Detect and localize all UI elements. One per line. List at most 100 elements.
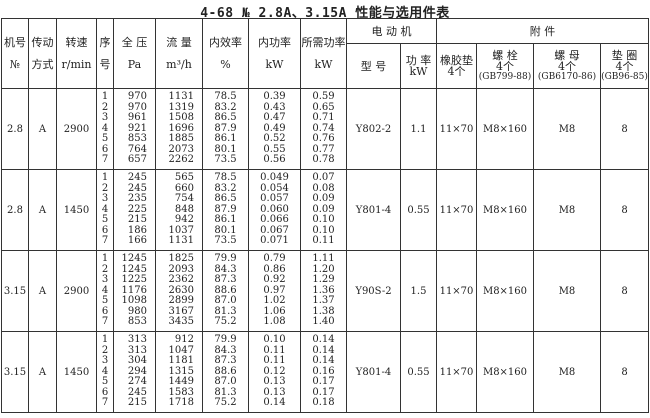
cell-pressure: 245 245 235 225 215 186 166 [113,169,156,251]
value-seq: 2 [101,101,109,113]
value-required-power: 1.29 [312,274,335,286]
cell-motor-power: 1.5 [400,250,437,332]
cell-pressure: 1245 1245 1225 1176 1098 980 853 [113,250,156,332]
table-row: 3.15 A 1450 1 2 3 4 5 6 7 313 313 304 294 274 245 215 912… [1,331,649,413]
cell-nut: M8 [533,331,601,413]
value-pressure: 970 [127,101,147,113]
cell-efficiency: 78.5 83.2 86.5 87.9 86.1 80.1 73.5 [202,88,249,170]
value-efficiency: 83.2 [214,182,237,194]
value-seq: 7 [101,397,109,409]
cell-machine-no: 3.15 [1,250,29,332]
value-seq: 6 [101,224,109,236]
cell-flow: 1131 1319 1508 1696 1885 2073 2262 [155,88,203,170]
value-flow: 2362 [168,274,194,286]
value-pressure: 853 [127,316,147,328]
value-required-power: 0.07 [312,171,335,183]
value-efficiency: 87.3 [214,355,237,367]
table-row: 2.8 A 2900 1 2 3 4 5 6 7 970 970 961 921 853 764 657 1131… [1,88,649,170]
value-required-power: 0.76 [312,133,335,145]
value-flow: 912 [174,333,194,345]
value-efficiency: 87.3 [214,274,237,286]
value-pressure: 304 [127,355,147,367]
cell-washer: 8 [600,331,649,413]
performance-table: 机号 № 传动 方式 转速 r/min 序号 全 压 Pa 流 量 m³/h 内效率% 内… [1,18,649,413]
cell-drive: A [28,88,57,170]
header-rubber-pad: 橡胶垫 4个 [436,43,477,89]
value-required-power: 0.09 [312,203,335,215]
cell-bolt: M8×160 [476,250,534,332]
value-pressure: 1245 [121,252,147,264]
value-flow: 3435 [168,316,194,328]
value-seq: 2 [101,182,109,194]
value-pressure: 853 [127,133,147,145]
value-seq: 2 [101,263,109,275]
value-flow: 1449 [168,376,194,388]
cell-washer: 8 [600,88,649,170]
value-seq: 2 [101,344,109,356]
cell-internal-power: 0.79 0.86 0.92 0.97 1.02 1.06 1.08 [248,250,301,332]
cell-drive: A [28,250,57,332]
value-internal-power: 0.47 [263,112,286,124]
value-seq: 1 [101,333,109,345]
cell-washer: 8 [600,250,649,332]
value-seq: 4 [101,365,109,377]
value-required-power: 0.59 [312,90,335,102]
value-seq: 6 [101,386,109,398]
cell-washer: 8 [600,169,649,251]
cell-rubber-pad: 11×70 [436,88,477,170]
value-internal-power: 0.067 [260,224,289,236]
value-internal-power: 0.049 [260,171,289,183]
value-flow: 1181 [168,355,194,367]
value-internal-power: 0.13 [263,386,286,398]
value-required-power: 0.65 [312,101,335,113]
value-required-power: 1.37 [312,295,335,307]
value-internal-power: 0.56 [263,154,286,166]
value-flow: 1583 [168,386,194,398]
value-internal-power: 0.11 [263,355,286,367]
value-required-power: 0.71 [312,112,335,124]
value-required-power: 0.17 [312,376,335,388]
cell-required-power: 1.11 1.20 1.29 1.36 1.37 1.38 1.40 [300,250,347,332]
value-pressure: 921 [127,122,147,134]
value-seq: 4 [101,122,109,134]
value-efficiency: 75.2 [214,397,237,409]
value-seq: 4 [101,284,109,296]
cell-efficiency: 79.9 84.3 87.3 88.6 87.0 81.3 75.2 [202,250,249,332]
value-internal-power: 0.13 [263,376,286,388]
value-required-power: 0.09 [312,193,335,205]
value-efficiency: 86.1 [214,214,237,226]
value-seq: 4 [101,203,109,215]
table-title: 4-68 № 2.8A、3.15A 性能与选用件表 [200,6,450,21]
value-flow: 1696 [168,122,194,134]
cell-required-power: 0.14 0.14 0.14 0.16 0.17 0.17 0.18 [300,331,347,413]
value-flow: 1508 [168,112,194,124]
value-required-power: 1.40 [312,316,335,328]
value-internal-power: 0.14 [263,397,286,409]
cell-nut: M8 [533,88,601,170]
value-seq: 5 [101,376,109,388]
header-pressure: 全 压 Pa [113,18,156,89]
value-internal-power: 0.057 [260,193,289,205]
header-nut: 螺 母 4个 (GB6170-86) [533,43,601,89]
value-seq: 1 [101,252,109,264]
value-required-power: 0.11 [312,235,335,247]
value-pressure: 294 [127,365,147,377]
cell-rubber-pad: 11×70 [436,250,477,332]
value-required-power: 1.36 [312,284,335,296]
value-pressure: 1225 [121,274,147,286]
value-seq: 5 [101,133,109,145]
cell-flow: 1825 2093 2362 2630 2899 3167 3435 [155,250,203,332]
cell-bolt: M8×160 [476,331,534,413]
cell-machine-no: 2.8 [1,169,29,251]
value-required-power: 0.08 [312,182,335,194]
value-seq: 3 [101,112,109,124]
value-efficiency: 84.3 [214,263,237,275]
value-internal-power: 0.92 [263,274,286,286]
header-speed: 转速 r/min [56,18,97,89]
value-flow: 1319 [168,101,194,113]
cell-bolt: M8×160 [476,169,534,251]
value-flow: 1315 [168,365,194,377]
value-flow: 1825 [168,252,194,264]
value-internal-power: 0.066 [260,214,289,226]
value-flow: 848 [174,203,194,215]
